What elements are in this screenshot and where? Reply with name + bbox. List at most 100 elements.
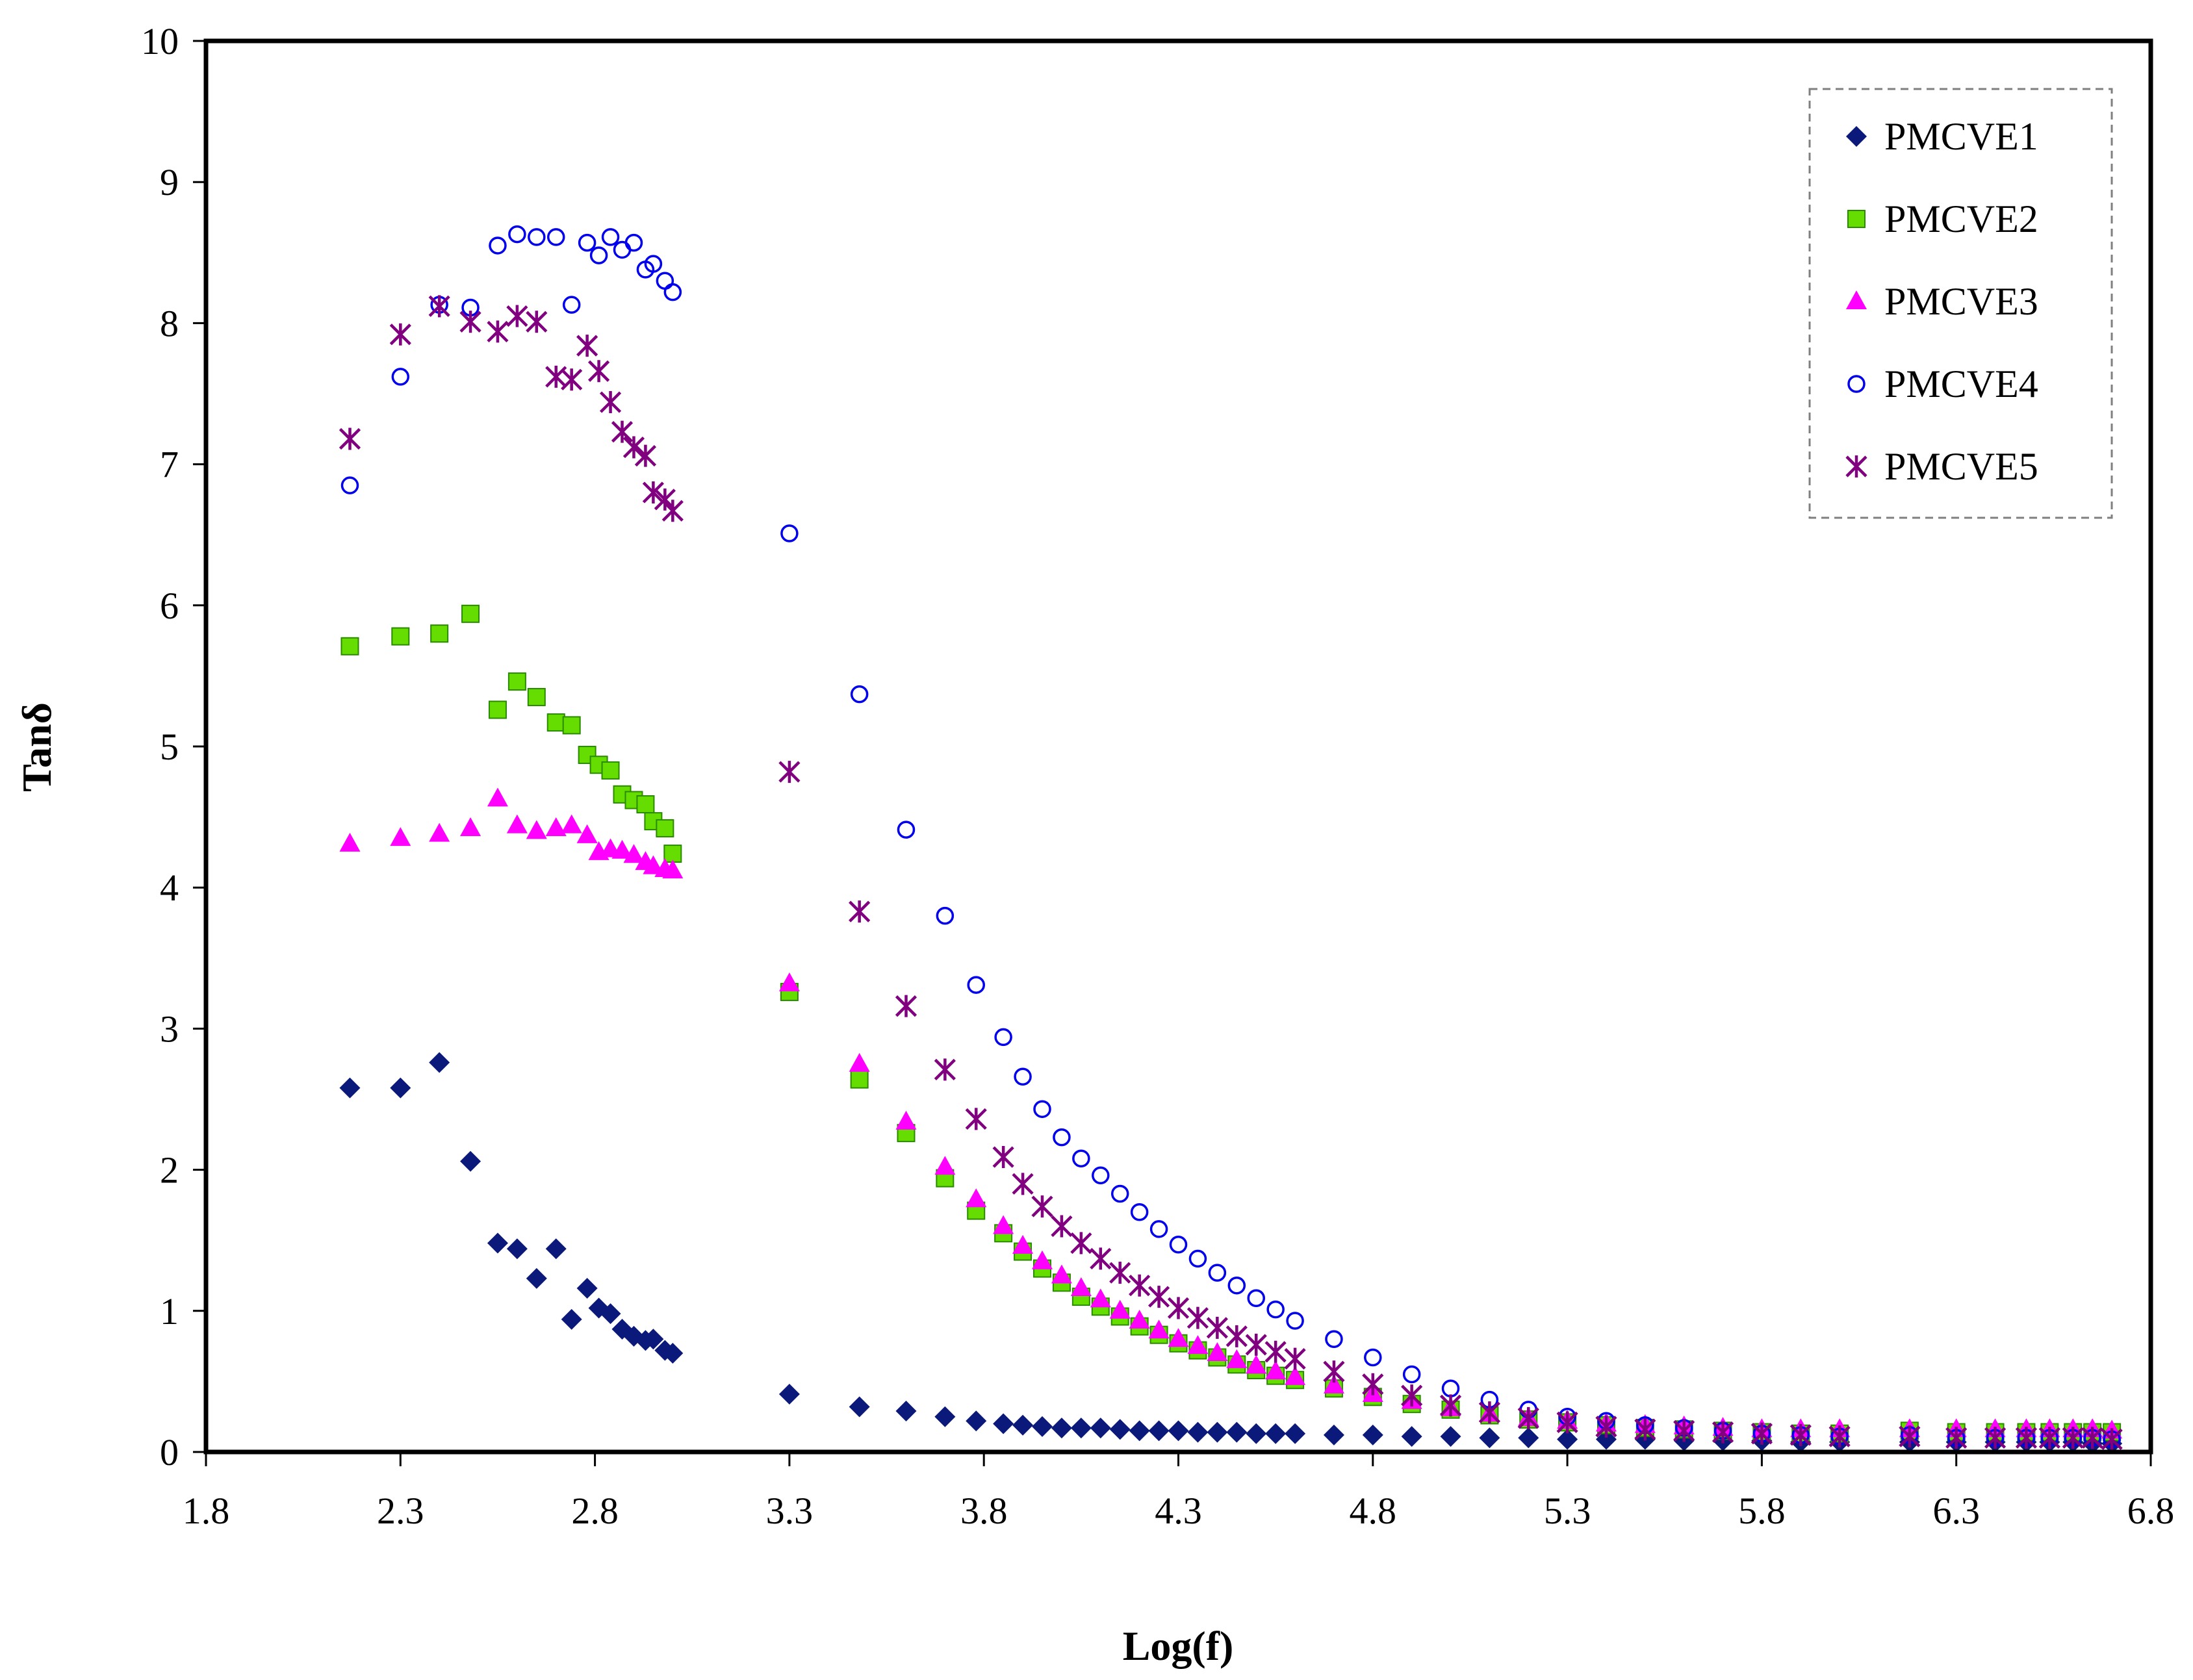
data-point (1092, 1166, 1110, 1185)
data-point (1051, 1264, 1072, 1284)
data-point (1012, 1234, 1034, 1254)
data-point (2062, 1427, 2084, 1449)
data-point (1130, 1203, 1149, 1221)
data-point (1149, 1220, 1168, 1238)
data-point (624, 233, 643, 252)
data-point (1072, 1149, 1090, 1167)
data-point (993, 1413, 1014, 1434)
data-point (487, 787, 508, 807)
data-point (561, 368, 583, 391)
data-point (1265, 1423, 1287, 1444)
data-point (1245, 1333, 1267, 1356)
data-point (895, 995, 917, 1017)
data-point (850, 1070, 869, 1089)
data-point (601, 761, 620, 780)
data-point (1945, 1427, 1968, 1449)
data-point (430, 624, 449, 643)
data-point (1109, 1262, 1131, 1284)
data-point (1556, 1411, 1578, 1434)
data-point (340, 476, 359, 494)
y-tick-label: 4 (160, 867, 179, 909)
data-point (506, 814, 528, 834)
legend: PMCVE1 PMCVE2 PMCVE3 PMCVE4 PMCVE5 (1808, 88, 2113, 519)
data-point (576, 1278, 598, 1299)
data-point (994, 1028, 1012, 1047)
series-pmcve5 (339, 295, 2123, 1451)
y-tick-label: 8 (160, 302, 179, 344)
legend-label-pmcve3: PMCVE3 (1884, 280, 2038, 323)
data-point (965, 1108, 987, 1130)
data-point (508, 225, 526, 244)
legend-label-pmcve4: PMCVE4 (1884, 363, 2038, 405)
data-point (1169, 1235, 1188, 1254)
data-point (1595, 1415, 1617, 1438)
y-tick-label: 0 (160, 1431, 179, 1473)
data-point (1031, 1195, 1053, 1218)
data-point (461, 604, 480, 623)
x-tick-label: 3.3 (766, 1490, 814, 1532)
data-point (895, 1110, 917, 1130)
x-tick-label: 6.8 (2127, 1490, 2175, 1532)
data-point (1168, 1420, 1189, 1442)
legend-label-pmcve5: PMCVE5 (1884, 445, 2038, 488)
data-point (1284, 1347, 1306, 1370)
data-point (488, 700, 507, 719)
data-point (1828, 1425, 1851, 1448)
data-point (1899, 1425, 1921, 1448)
data-point (578, 746, 596, 765)
data-point (339, 832, 361, 852)
x-tick-label: 5.3 (1544, 1490, 1591, 1532)
data-point (780, 524, 799, 542)
data-point (576, 824, 598, 843)
data-point (589, 246, 608, 264)
data-point (1187, 1421, 1209, 1443)
data-point (2081, 1427, 2103, 1449)
x-axis-label: Log(f) (1123, 1623, 1234, 1669)
data-point (506, 305, 528, 327)
data-point (623, 844, 645, 863)
data-point (1148, 1286, 1170, 1308)
data-point (850, 685, 869, 704)
data-point (460, 1151, 481, 1172)
data-point (546, 228, 565, 246)
data-point (1227, 1276, 1246, 1295)
data-point (1110, 1184, 1129, 1203)
data-point (1266, 1300, 1285, 1319)
data-point (1051, 1215, 1073, 1238)
data-point (643, 855, 664, 874)
x-tick-label: 1.8 (183, 1490, 230, 1532)
data-point (897, 821, 916, 839)
data-point (1402, 1365, 1421, 1384)
data-point (1090, 1288, 1111, 1308)
y-axis-ticks: 0 1 2 3 4 5 6 7 8 9 10 (141, 20, 206, 1473)
data-point (662, 1342, 684, 1364)
data-point (1208, 1264, 1227, 1282)
data-point (1188, 1249, 1207, 1268)
data-point (1090, 1247, 1112, 1270)
data-point (1323, 1424, 1344, 1445)
data-point (849, 1396, 870, 1418)
y-tick-label: 2 (160, 1149, 179, 1191)
data-point (507, 672, 526, 691)
data-point (1226, 1421, 1248, 1443)
data-point (644, 255, 663, 273)
data-point (599, 391, 622, 414)
data-point (391, 368, 410, 386)
data-point (1090, 1418, 1111, 1439)
legend-marker-pmcve2 (1847, 210, 1866, 228)
x-axis-ticks: 1.8 2.3 2.8 3.3 3.8 4.3 4.8 5.3 5.8 6.3 6.8 (183, 1452, 2175, 1532)
data-point (1518, 1427, 1539, 1449)
data-point (1226, 1349, 1248, 1368)
data-point (339, 427, 361, 450)
data-point (634, 444, 657, 467)
data-point (561, 1308, 582, 1330)
data-point (1207, 1421, 1228, 1443)
data-point (611, 420, 634, 443)
data-point (934, 1058, 956, 1081)
data-point (576, 335, 598, 357)
legend-marker-pmcve1 (1846, 126, 1867, 147)
data-point (778, 761, 801, 783)
data-point (460, 817, 481, 836)
data-point (1984, 1427, 2007, 1449)
